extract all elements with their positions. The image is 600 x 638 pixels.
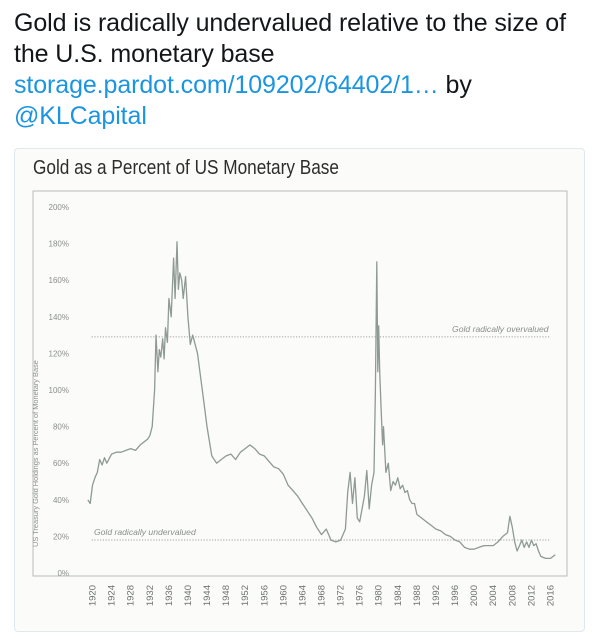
x-tick-label: 1936 <box>164 585 175 606</box>
tweet-body: Gold is radically undervalued relative t… <box>14 9 566 68</box>
x-tick-label: 1972 <box>336 585 347 606</box>
x-tick-label: 2008 <box>507 585 518 606</box>
chart: Gold radically overvalued Gold radically … <box>31 190 568 606</box>
x-tick-label: 1956 <box>259 585 270 606</box>
x-tick-label: 1980 <box>374 585 385 606</box>
x-tick-label: 1944 <box>202 585 213 606</box>
tweet-text: Gold is radically undervalued relative t… <box>14 8 586 132</box>
tweet-handle[interactable]: @KLCapital <box>14 102 147 130</box>
chart-card[interactable]: Gold as a Percent of US Monetary Base Go… <box>14 148 585 632</box>
x-tick-label: 1964 <box>297 585 308 606</box>
reference-line-label: Gold radically undervalued <box>94 527 196 537</box>
x-tick-label: 2004 <box>488 585 499 606</box>
y-tick-label: 200% <box>49 203 69 212</box>
x-tick-label: 1984 <box>393 585 404 606</box>
x-tick-label: 1960 <box>278 585 289 606</box>
x-tick-label: 1952 <box>240 585 251 606</box>
y-tick-label: 20% <box>53 532 69 541</box>
x-tick-label: 2000 <box>469 585 480 606</box>
x-tick-label: 1932 <box>145 585 156 606</box>
y-tick-label: 160% <box>49 276 69 285</box>
y-tick-label: 140% <box>49 313 69 322</box>
tweet-by: by <box>445 71 472 99</box>
y-axis-label: US Treasury Gold Holdings as Percent of … <box>31 360 40 547</box>
y-tick-label: 60% <box>53 459 69 468</box>
tweet-link[interactable]: storage.pardot.com/109202/64402/1… <box>14 71 439 99</box>
y-tick-label: 120% <box>49 349 69 358</box>
y-tick-label: 180% <box>49 240 69 249</box>
x-tick-label: 1948 <box>221 585 232 606</box>
y-tick-label: 80% <box>53 423 69 432</box>
x-tick-label: 1976 <box>355 585 366 606</box>
x-tick-label: 1996 <box>450 585 461 606</box>
x-tick-label: 1920 <box>88 585 99 606</box>
x-tick-label: 1928 <box>126 585 137 606</box>
x-tick-label: 2012 <box>526 585 537 606</box>
plot-frame <box>32 190 568 577</box>
reference-line-label: Gold radically overvalued <box>452 324 549 334</box>
y-tick-label: 100% <box>49 386 69 395</box>
y-tick-label: 40% <box>53 496 69 505</box>
x-tick-label: 1924 <box>107 585 118 606</box>
x-tick-label: 1992 <box>431 585 442 606</box>
x-tick-label: 1940 <box>183 585 194 606</box>
x-tick-label: 1988 <box>412 585 423 606</box>
x-tick-label: 2016 <box>545 585 556 606</box>
chart-title: Gold as a Percent of US Monetary Base <box>33 157 339 179</box>
y-tick-label: 0% <box>57 569 69 578</box>
series-line <box>87 241 556 560</box>
x-tick-label: 1968 <box>317 585 328 606</box>
